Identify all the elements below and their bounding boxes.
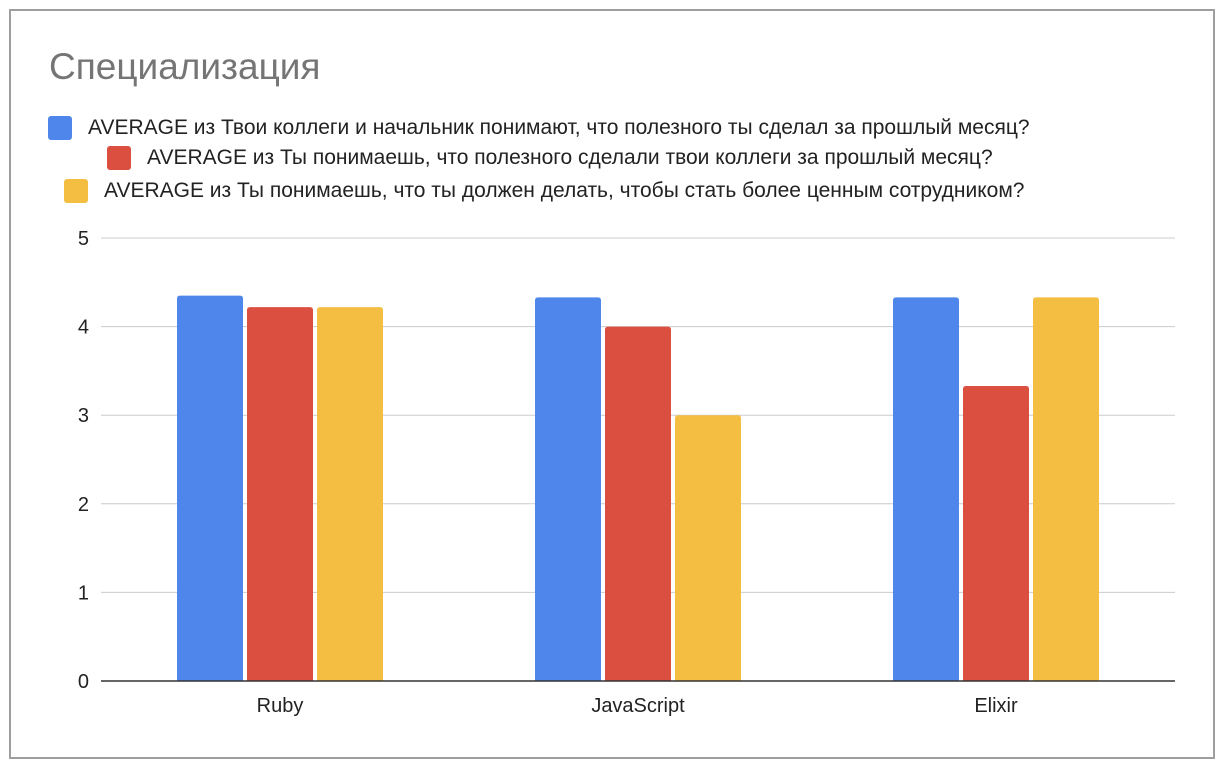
x-tick-label-ruby: Ruby — [257, 695, 304, 717]
bar-elixir-series-3 — [1033, 297, 1099, 681]
legend-label-series-1: AVERAGE из Твои коллеги и начальник пони… — [88, 116, 1030, 139]
bar-ruby-series-1 — [177, 295, 243, 681]
y-tick-label-4: 4 — [78, 317, 89, 339]
y-tick-label-2: 2 — [78, 494, 89, 516]
bar-javascript-series-3 — [675, 415, 741, 681]
legend-item-series-2: AVERAGE из Ты понимаешь, что полезного с… — [107, 146, 993, 170]
legend-swatch-series-1 — [48, 116, 72, 140]
bar-javascript-series-1 — [535, 297, 601, 681]
y-tick-label-3: 3 — [78, 405, 89, 427]
x-tick-label-javascript: JavaScript — [591, 695, 685, 717]
legend-item-series-1: AVERAGE из Твои коллеги и начальник пони… — [48, 116, 1030, 140]
legend-item-series-3: AVERAGE из Ты понимаешь, что ты должен д… — [64, 179, 1024, 203]
bar-javascript-series-2 — [605, 326, 671, 681]
x-tick-label-elixir: Elixir — [974, 695, 1018, 717]
y-tick-label-0: 0 — [78, 671, 89, 693]
bar-ruby-series-3 — [317, 307, 383, 681]
y-tick-label-5: 5 — [78, 228, 89, 250]
legend-swatch-series-3 — [64, 179, 88, 203]
legend-label-series-3: AVERAGE из Ты понимаешь, что ты должен д… — [104, 179, 1025, 202]
y-tick-label-1: 1 — [78, 582, 89, 604]
chart-title: Специализация — [49, 46, 321, 87]
bar-elixir-series-2 — [963, 385, 1029, 681]
bar-ruby-series-2 — [247, 307, 313, 681]
legend-swatch-series-2 — [107, 146, 131, 170]
bar-elixir-series-1 — [893, 297, 959, 681]
legend-label-series-2: AVERAGE из Ты понимаешь, что полезного с… — [147, 146, 993, 169]
